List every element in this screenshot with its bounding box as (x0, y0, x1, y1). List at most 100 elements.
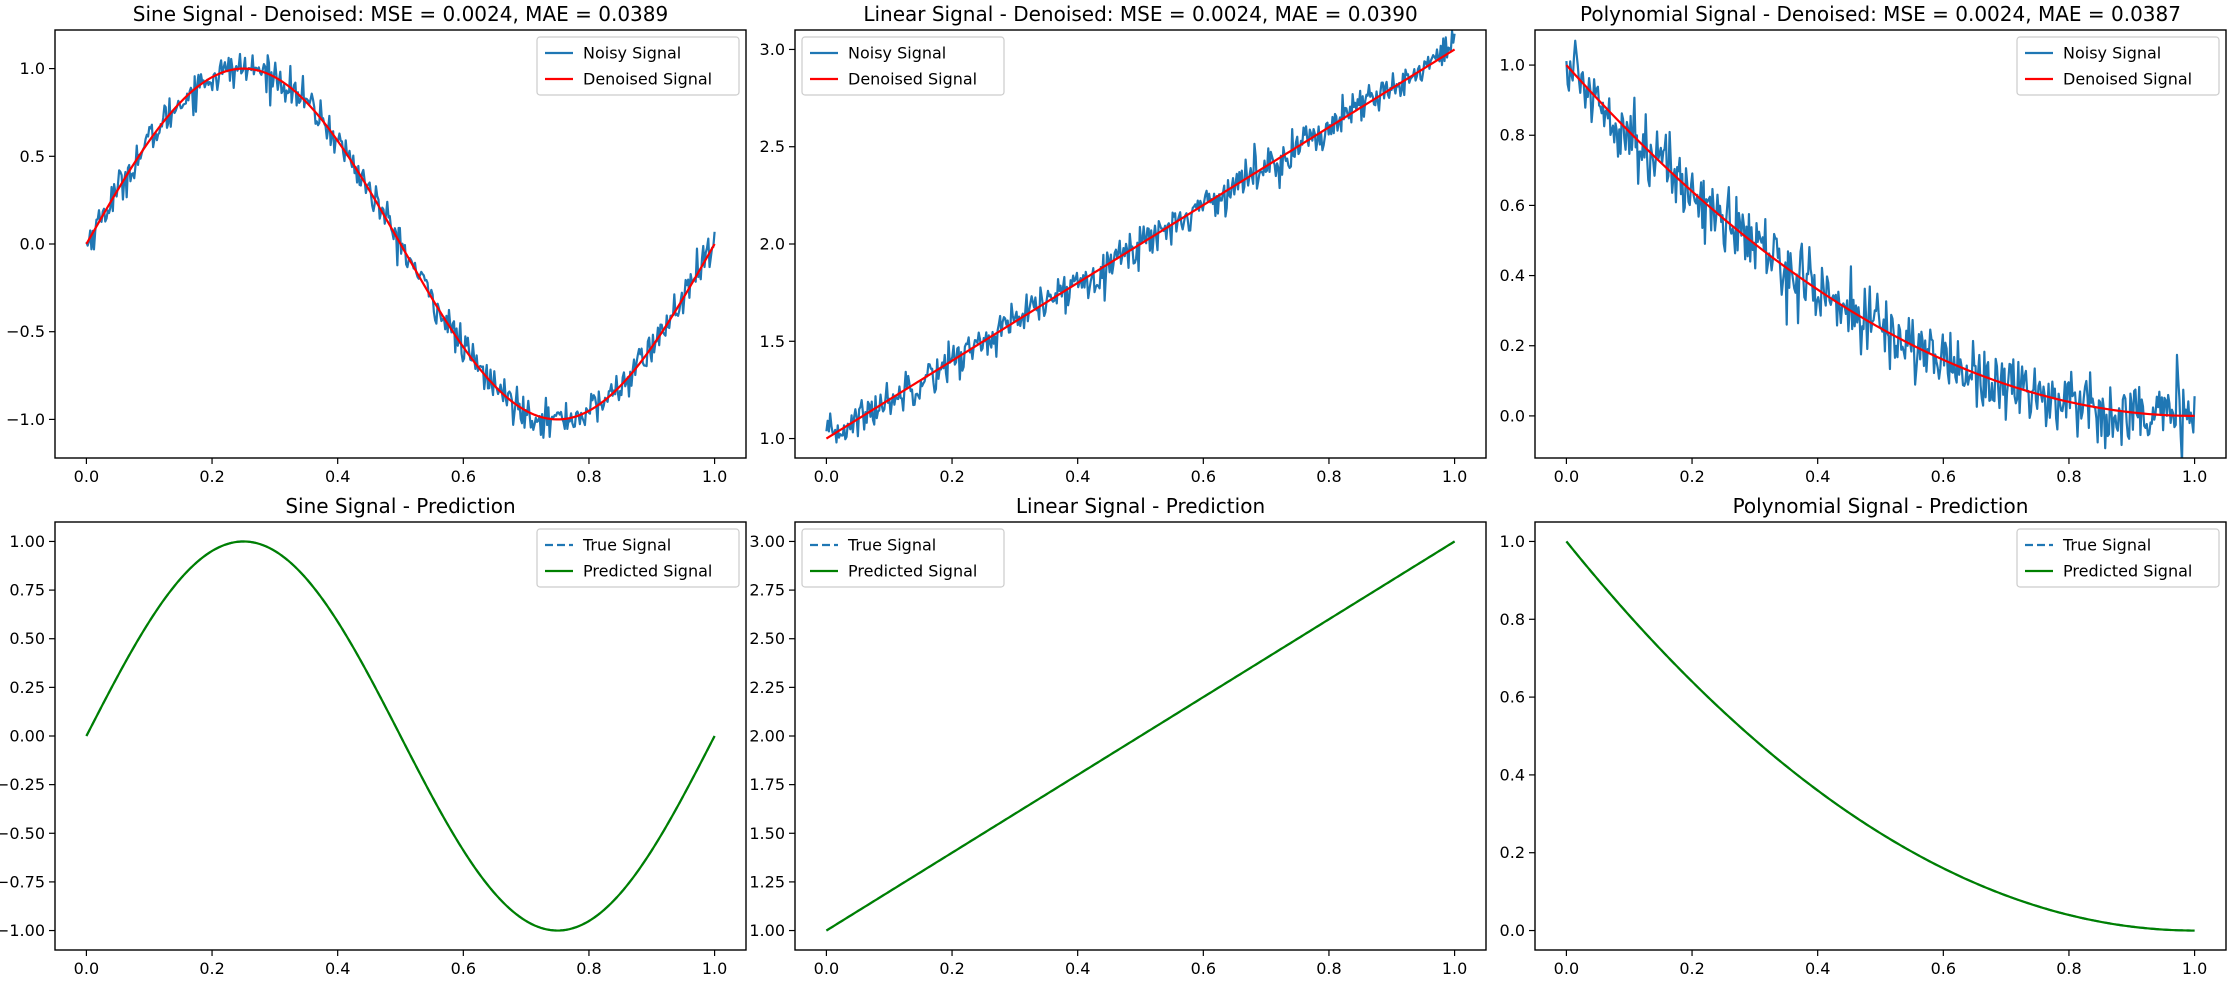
x-tick-label: 1.0 (1442, 467, 1467, 486)
x-tick-label: 0.8 (2056, 467, 2081, 486)
y-tick-label: 0.2 (1500, 843, 1525, 862)
series-line-noisy-signal (85, 52, 716, 439)
x-tick-label: 1.0 (702, 467, 727, 486)
x-tick-label: 0.0 (1554, 467, 1579, 486)
y-tick-label: 0.75 (9, 581, 45, 600)
legend-label: Denoised Signal (2063, 70, 2192, 89)
x-tick-label: 0.2 (199, 467, 224, 486)
y-tick-label: 0.50 (9, 629, 45, 648)
axes-frame (1534, 521, 2227, 951)
series-line-noisy-signal (825, 30, 1456, 444)
legend-label: Noisy Signal (583, 44, 681, 63)
y-tick-label: 0.4 (1500, 765, 1525, 784)
legend-box (2016, 528, 2220, 588)
y-tick-label: 0.4 (1500, 266, 1525, 285)
legend-label: Noisy Signal (2063, 44, 2161, 63)
subplot-5: Linear Signal - Prediction 0.0 0.2 0.4 0.6 0.… (749, 494, 1487, 978)
y-tick-label: 0.0 (1500, 406, 1525, 425)
y-tick-label: 2.75 (749, 581, 785, 600)
y-tick-label: 3.0 (760, 40, 785, 59)
x-tick-label: 0.2 (199, 959, 224, 978)
legend-box (536, 528, 740, 588)
series-line-true-signal (1565, 540, 2195, 932)
x-tick-label: 1.0 (702, 959, 727, 978)
x-tick-label: 0.8 (1316, 467, 1341, 486)
legend-label: Noisy Signal (848, 44, 946, 63)
y-tick-label: 0.5 (20, 147, 45, 166)
legend: Noisy Signal Denoised Signal (2016, 36, 2220, 96)
series-line-predicted-signal (85, 540, 716, 932)
legend: True Signal Predicted Signal (2016, 528, 2220, 588)
x-tick-label: 0.4 (1805, 467, 1830, 486)
x-tick-label: 0.6 (451, 467, 476, 486)
y-tick-label: 0.8 (1500, 126, 1525, 145)
x-tick-label: 0.8 (576, 467, 601, 486)
x-tick-label: 0.0 (814, 467, 839, 486)
x-tick-label: 0.4 (325, 467, 350, 486)
legend: Noisy Signal Denoised Signal (536, 36, 740, 96)
y-tick-label: 0.0 (20, 235, 45, 254)
y-tick-label: −1.0 (6, 410, 45, 429)
y-tick-label: 2.0 (760, 235, 785, 254)
y-tick-label: 1.0 (760, 429, 785, 448)
subplot-title: Sine Signal - Denoised: MSE = 0.0024, MA… (133, 2, 668, 26)
legend-label: True Signal (2062, 536, 2151, 555)
x-tick-label: 0.4 (1065, 959, 1090, 978)
y-tick-label: 0.8 (1500, 610, 1525, 629)
y-tick-label: 2.5 (760, 137, 785, 156)
x-tick-label: 0.0 (74, 467, 99, 486)
subplot-3: Polynomial Signal - Denoised: MSE = 0.00… (1500, 2, 2227, 486)
y-tick-label: 1.0 (1500, 532, 1525, 551)
y-tick-label: −0.5 (6, 322, 45, 341)
x-tick-label: 0.4 (325, 959, 350, 978)
x-tick-label: 1.0 (2182, 959, 2207, 978)
x-tick-label: 1.0 (1442, 959, 1467, 978)
x-tick-label: 0.2 (1679, 959, 1704, 978)
y-tick-label: 0.6 (1500, 196, 1525, 215)
x-tick-label: 0.4 (1065, 467, 1090, 486)
x-tick-label: 0.0 (814, 959, 839, 978)
series-line-denoised-signal (1565, 64, 2195, 417)
y-tick-label: 1.00 (749, 921, 785, 940)
x-tick-label: 1.0 (2182, 467, 2207, 486)
subplot-title: Linear Signal - Denoised: MSE = 0.0024, … (863, 2, 1417, 26)
series-line-predicted-signal (1565, 540, 2195, 932)
x-tick-label: 0.0 (74, 959, 99, 978)
series-line-denoised-signal (825, 48, 1456, 440)
x-tick-label: 0.6 (1191, 467, 1216, 486)
y-tick-label: 0.00 (9, 727, 45, 746)
y-tick-label: −0.50 (0, 824, 45, 843)
series-line-predicted-signal (825, 540, 1456, 932)
subplot-title: Linear Signal - Prediction (1016, 494, 1265, 518)
x-tick-label: 0.6 (1931, 467, 1956, 486)
y-tick-label: 1.25 (749, 872, 785, 891)
legend-box (2016, 36, 2220, 96)
y-tick-label: 2.25 (749, 678, 785, 697)
x-tick-label: 0.6 (451, 959, 476, 978)
legend-label: Denoised Signal (583, 70, 712, 89)
y-tick-label: 1.0 (1500, 56, 1525, 75)
y-tick-label: 0.6 (1500, 688, 1525, 707)
y-tick-label: 3.00 (749, 532, 785, 551)
y-tick-label: −1.00 (0, 921, 45, 940)
x-tick-label: 0.8 (576, 959, 601, 978)
subplot-4: Sine Signal - Prediction 0.0 0.2 0.4 0.6 0.8 1… (0, 494, 747, 978)
y-tick-label: 1.00 (9, 532, 45, 551)
y-tick-label: −0.75 (0, 872, 45, 891)
legend-label: True Signal (847, 536, 936, 555)
legend-box (801, 36, 1005, 96)
subplot-title: Sine Signal - Prediction (285, 494, 515, 518)
legend: Noisy Signal Denoised Signal (801, 36, 1005, 96)
legend-box (801, 528, 1005, 588)
legend: True Signal Predicted Signal (801, 528, 1005, 588)
legend-box (536, 36, 740, 96)
legend-label: Predicted Signal (2063, 562, 2192, 581)
y-tick-label: 1.50 (749, 824, 785, 843)
x-tick-label: 0.6 (1931, 959, 1956, 978)
y-tick-label: 1.5 (760, 332, 785, 351)
subplot-2: Linear Signal - Denoised: MSE = 0.0024, … (760, 2, 1487, 486)
subplot-6: Polynomial Signal - Prediction 0.0 0.2 0.4 0… (1500, 494, 2227, 978)
y-tick-label: 0.25 (9, 678, 45, 697)
y-tick-label: 2.00 (749, 727, 785, 746)
